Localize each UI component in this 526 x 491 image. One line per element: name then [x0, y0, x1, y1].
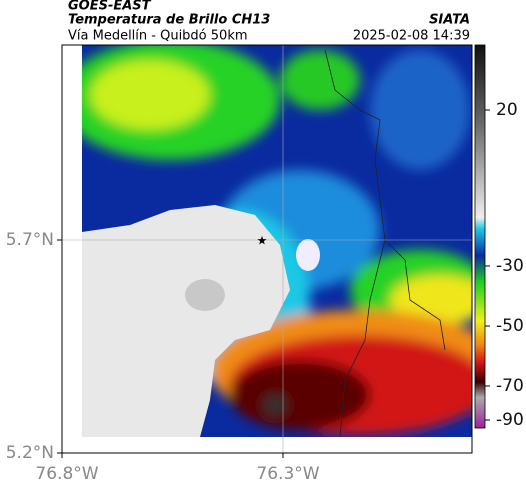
- graticule: 76.8°W 76.3°W 5.2°N 5.7°N: [6, 45, 472, 484]
- x-tick-label: 76.3°W: [256, 464, 319, 484]
- colorbar-tick-label: 20: [496, 100, 518, 120]
- colorbar-tick-label: -90: [496, 410, 524, 430]
- map-frame: [61, 44, 473, 454]
- product: Temperatura de Brillo CH13: [68, 13, 270, 28]
- datetime: 2025-02-08 14:39: [353, 29, 470, 44]
- source: GOES-EAST: [68, 0, 152, 14]
- colorbar-tick-label: -30: [496, 256, 524, 276]
- y-tick-label: 5.7°N: [6, 230, 54, 250]
- y-tick-label: 5.2°N: [6, 443, 54, 463]
- colorbar-tick-label: -50: [496, 316, 524, 336]
- region: Vía Medellín - Quibdó 50km: [68, 29, 248, 44]
- colorbar-tick-label: -70: [496, 376, 524, 396]
- temperature-field: [82, 45, 472, 437]
- location-marker: ★: [257, 234, 268, 248]
- x-tick-label: 76.8°W: [35, 464, 98, 484]
- agency: SIATA: [429, 13, 470, 28]
- colorbar-ticks: 20 -30 -50 -70 -90: [485, 100, 524, 430]
- colorbar: [474, 44, 486, 429]
